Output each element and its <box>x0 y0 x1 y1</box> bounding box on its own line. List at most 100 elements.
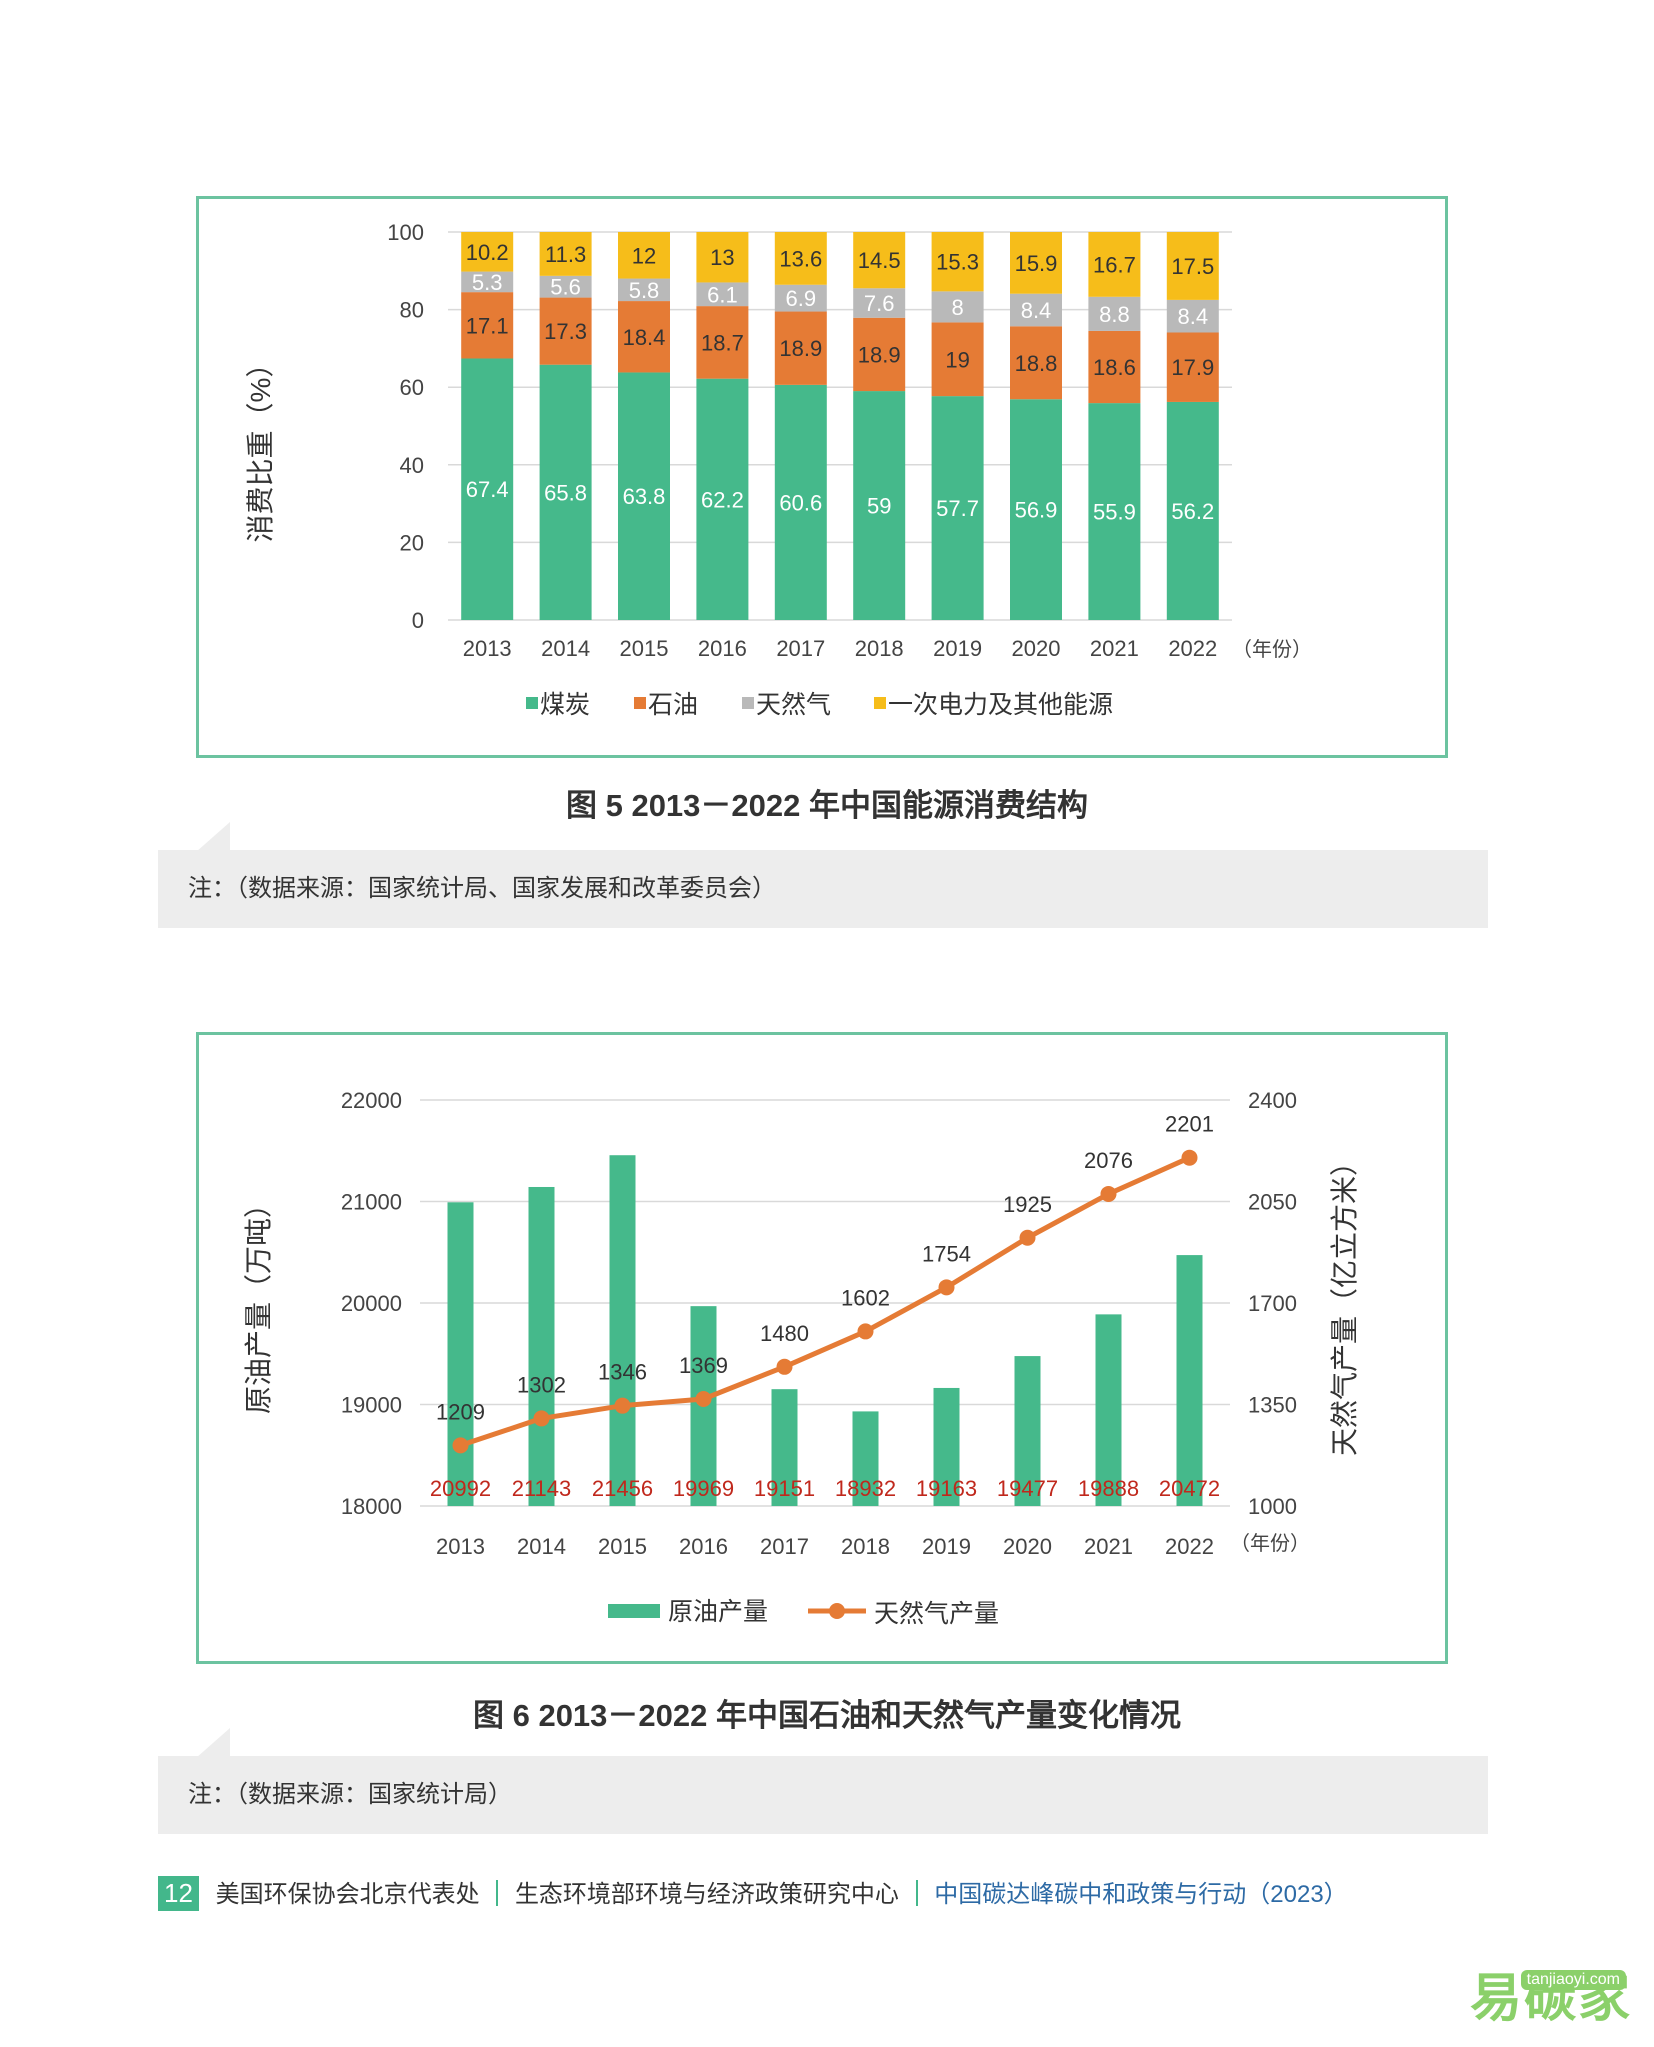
oil-bar <box>1014 1356 1041 1506</box>
gas-data-label: 2076 <box>1084 1148 1133 1173</box>
bar-segment <box>1010 293 1062 327</box>
figure-6-frame <box>196 1032 1448 1664</box>
gas-data-label: 1369 <box>679 1353 728 1378</box>
gas-point <box>533 1410 550 1427</box>
oil-bar <box>852 1411 879 1506</box>
data-label: 56.9 <box>1015 498 1058 523</box>
x-tick-label: 2021 <box>1084 1534 1133 1559</box>
x-tick-label: 2022 <box>1165 1534 1214 1559</box>
bar-segment <box>539 364 592 620</box>
gas-point <box>1181 1149 1198 1166</box>
data-label: 15.9 <box>1015 251 1058 276</box>
gas-point <box>1019 1229 1036 1246</box>
bar-segment <box>1166 401 1219 620</box>
oil-data-label: 19477 <box>997 1476 1058 1501</box>
data-label: 59 <box>867 494 891 519</box>
oil-bar <box>1176 1255 1203 1506</box>
x-tick-label: 2015 <box>620 636 669 661</box>
data-label: 5.3 <box>472 270 503 295</box>
data-label: 14.5 <box>858 248 901 273</box>
oil-data-label: 21456 <box>592 1476 653 1501</box>
watermark-logo: 易碳家 <box>1469 1970 1632 2028</box>
bar-segment <box>774 284 827 312</box>
figure-6-source-note: 注：（数据来源：国家统计局） <box>158 1756 1488 1834</box>
note-tab-decoration <box>196 822 230 852</box>
x-tick-label: 2015 <box>598 1534 647 1559</box>
x-axis-unit: （年份） <box>1230 1532 1310 1555</box>
bar-segment <box>931 396 984 620</box>
x-tick-label: 2019 <box>922 1534 971 1559</box>
data-label: 18.9 <box>779 336 822 361</box>
legend-swatch <box>874 697 886 709</box>
y-tick-label: 19000 <box>341 1393 402 1418</box>
oil-bar <box>447 1202 474 1506</box>
bar-segment <box>931 291 984 323</box>
x-tick-label: 2018 <box>841 1534 890 1559</box>
bar-segment <box>1010 399 1062 620</box>
data-label: 60.6 <box>779 490 822 515</box>
gas-point <box>695 1390 712 1407</box>
data-label: 5.8 <box>629 278 660 303</box>
bar-segment <box>696 378 749 620</box>
bar-segment <box>461 292 514 359</box>
y2-tick-label: 2400 <box>1248 1088 1297 1113</box>
gas-data-label: 1209 <box>436 1399 485 1424</box>
y2-tick-label: 1000 <box>1248 1494 1297 1519</box>
legend-swatch <box>742 697 754 709</box>
y-tick-label: 21000 <box>341 1190 402 1215</box>
bar-segment <box>461 271 514 293</box>
y-axis-label: 消费比重（%） <box>245 350 276 543</box>
data-label: 8.4 <box>1178 304 1209 329</box>
oil-data-label: 18932 <box>835 1476 896 1501</box>
y-tick-label: 20 <box>400 530 424 555</box>
bar-segment <box>1166 299 1219 333</box>
x-tick-label: 2016 <box>698 636 747 661</box>
data-label: 19 <box>945 347 969 372</box>
bar-segment <box>931 232 984 292</box>
y-tick-label: 20000 <box>341 1291 402 1316</box>
data-label: 8.8 <box>1099 302 1130 327</box>
y-axis-label: 原油产量（万吨） <box>243 1190 274 1414</box>
bar-segment <box>774 232 827 285</box>
bar-segment <box>618 372 670 620</box>
bar-segment <box>1010 232 1062 294</box>
x-tick-label: 2020 <box>1012 636 1061 661</box>
gas-data-label: 1346 <box>598 1360 647 1385</box>
bar-segment <box>618 232 670 279</box>
oil-bar <box>1095 1314 1122 1506</box>
oil-data-label: 19163 <box>916 1476 977 1501</box>
data-label: 12 <box>632 243 656 268</box>
data-label: 6.9 <box>786 286 817 311</box>
gas-data-label: 1480 <box>760 1321 809 1346</box>
oil-data-label: 19969 <box>673 1476 734 1501</box>
bar-segment <box>539 232 592 276</box>
bar-segment <box>853 391 906 620</box>
figure-6-caption: 图 6 2013－2022 年中国石油和天然气产量变化情况 <box>472 1698 1181 1733</box>
x-tick-label: 2013 <box>436 1534 485 1559</box>
page-footer: 12 美国环保协会北京代表处 生态环境部环境与经济政策研究中心 中国碳达峰碳中和… <box>158 1874 1348 1911</box>
y-tick-label: 40 <box>400 453 424 478</box>
figure-5-frame <box>196 196 1448 758</box>
footer-divider <box>496 1880 499 1906</box>
gas-data-label: 1302 <box>517 1372 566 1397</box>
legend-swatch <box>526 697 538 709</box>
bar-segment <box>1166 332 1219 402</box>
data-label: 5.6 <box>550 275 581 300</box>
data-label: 15.3 <box>936 250 979 275</box>
legend-label: 原油产量 <box>668 1598 768 1626</box>
gas-point <box>938 1279 955 1296</box>
oil-data-label: 21143 <box>512 1476 572 1501</box>
oil-data-label: 19151 <box>754 1476 815 1501</box>
data-label: 17.1 <box>466 313 509 338</box>
legend-swatch <box>608 1604 660 1618</box>
oil-data-label: 20472 <box>1159 1476 1220 1501</box>
x-tick-label: 2014 <box>541 636 590 661</box>
legend-label: 天然气 <box>756 691 831 719</box>
data-label: 62.2 <box>701 487 744 512</box>
legend-label: 煤炭 <box>540 691 590 719</box>
legend-marker <box>829 1603 845 1619</box>
data-label: 18.6 <box>1093 355 1136 380</box>
bar-segment <box>461 232 514 272</box>
